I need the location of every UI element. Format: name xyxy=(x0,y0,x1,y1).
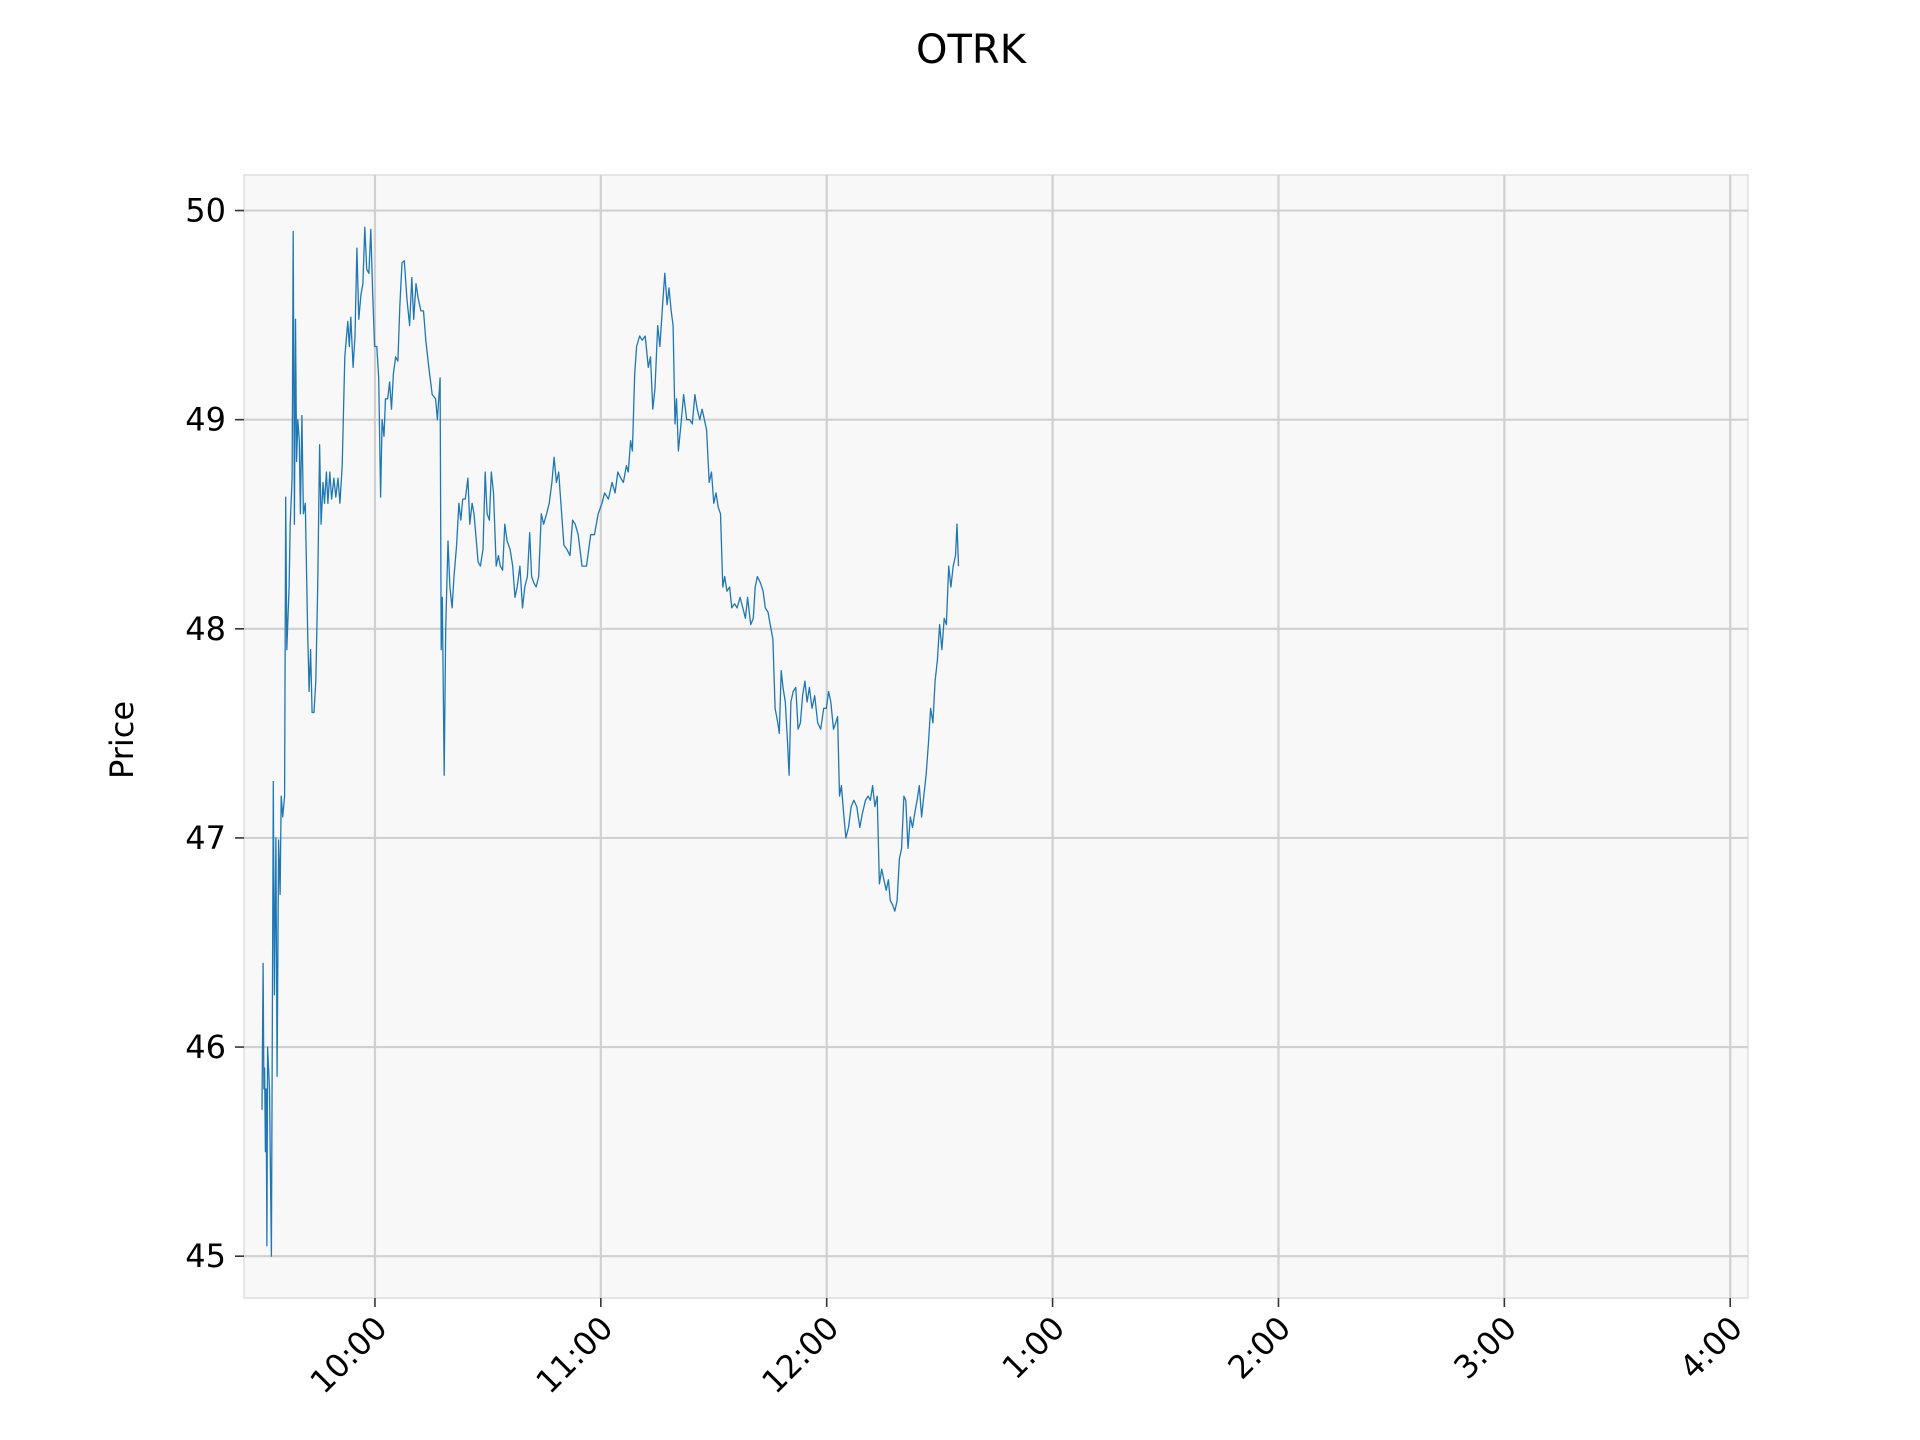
y-tick-label: 47 xyxy=(185,819,226,857)
y-tick-label: 45 xyxy=(185,1237,226,1275)
x-tick-label: 11:00 xyxy=(528,1309,620,1401)
x-tick-label: 2:00 xyxy=(1220,1309,1298,1387)
plot-area xyxy=(243,174,1749,1299)
x-tick-label: 12:00 xyxy=(754,1309,846,1401)
x-tick-label: 3:00 xyxy=(1446,1309,1524,1387)
y-tick-label: 46 xyxy=(185,1028,226,1066)
y-tick-label: 50 xyxy=(185,192,226,230)
x-tick-label: 10:00 xyxy=(303,1309,395,1401)
y-tick-label: 48 xyxy=(185,610,226,648)
chart-title: OTRK xyxy=(916,27,1028,73)
price-series-line xyxy=(261,226,960,1257)
grid-lines xyxy=(244,175,1748,1298)
y-tick-label: 49 xyxy=(185,401,226,439)
x-tick-label: 4:00 xyxy=(1672,1309,1750,1387)
x-axis: 10:00 11:00 12:00 1:00 2:00 3:00 4:00 xyxy=(303,1298,1750,1401)
y-axis-label: Price xyxy=(103,701,141,779)
y-axis: 45 46 47 48 49 50 xyxy=(185,192,244,1275)
x-tick-label: 1:00 xyxy=(995,1309,1073,1387)
